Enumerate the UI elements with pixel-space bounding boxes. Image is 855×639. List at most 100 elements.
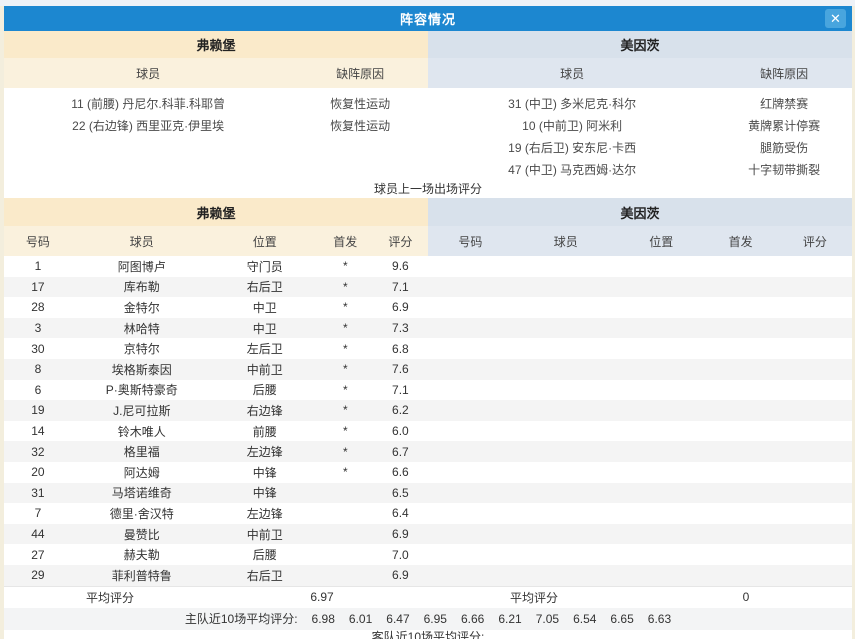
player-position: 后腰 <box>252 383 277 398</box>
away-player-cells <box>428 524 852 545</box>
page-background-strip <box>0 0 855 6</box>
player-name: 埃格斯泰因 <box>111 362 172 377</box>
player-number: 17 <box>31 279 45 294</box>
player-number: 29 <box>31 568 45 583</box>
last10-score-value: 6.65 <box>610 611 634 626</box>
player-starting-mark: * <box>342 300 348 315</box>
column-header-player: 球员 <box>560 66 585 81</box>
home-average-value: 6.97 <box>310 590 334 604</box>
home-player-cells: 6 P·奥斯特豪奇 后腰 * 7.1 <box>4 380 428 401</box>
away-team-name: 美因茨 <box>428 31 852 58</box>
close-icon[interactable]: ✕ <box>825 9 846 28</box>
away-player-cells <box>428 277 852 298</box>
table-row: 6 P·奥斯特豪奇 后腰 * 7.1 <box>4 379 852 401</box>
player-starting-mark: * <box>342 279 348 294</box>
player-score: 6.8 <box>392 341 409 356</box>
player-position: 左边锋 <box>246 445 283 460</box>
ratings-table-body: 1 阿图博卢 守门员 * 9.6 17 库布勒 右后卫 * 7.1 28 金特尔 中卫 * 6.9 3 林哈特中… <box>4 256 852 586</box>
player-score: 7.1 <box>392 382 409 397</box>
player-starting-mark: * <box>342 403 348 418</box>
player-score: 6.2 <box>392 403 409 418</box>
player-name: 阿图博卢 <box>117 259 166 274</box>
player-score: 9.6 <box>392 259 409 274</box>
player-number: 19 <box>31 403 45 418</box>
last10-score-value: 7.05 <box>535 611 560 626</box>
column-header-player: 球员 <box>136 66 161 81</box>
away-player-cells <box>428 297 852 318</box>
absence-row: 22 (右边锋) 西里亚克·伊里埃 恢复性运动 <box>4 114 428 136</box>
absence-reason: 黄牌累计停赛 <box>748 118 821 133</box>
away-player-cells <box>428 359 852 380</box>
absence-reason: 恢复性运动 <box>330 118 391 133</box>
player-position: 中卫 <box>252 321 277 336</box>
away-player-cells <box>428 256 852 277</box>
column-header-position: 位置 <box>252 234 277 249</box>
away-last10-label: 客队近10场平均评分: <box>371 629 485 639</box>
player-number: 28 <box>31 300 45 315</box>
player-starting-mark: * <box>342 341 348 356</box>
player-position: 中前卫 <box>246 362 283 377</box>
player-number: 14 <box>31 424 45 439</box>
player-position: 中锋 <box>252 486 277 501</box>
ratings-home-columns: 号码 球员 位置 首发 评分 <box>4 226 428 256</box>
player-score: 6.9 <box>392 568 409 583</box>
absence-column-header-row: 球员 缺阵原因 球员 缺阵原因 <box>4 58 852 88</box>
player-number: 1 <box>34 259 42 274</box>
away-last10-average-row-partial: 客队近10场平均评分: <box>4 629 852 639</box>
player-starting-mark: * <box>342 424 348 439</box>
last10-score-value: 6.95 <box>423 611 447 626</box>
player-name: 林哈特 <box>123 321 160 336</box>
last10-score-value: 6.54 <box>573 611 597 626</box>
last10-score-value: 6.47 <box>386 611 410 626</box>
absence-reason: 红牌禁赛 <box>760 96 809 111</box>
player-position: 中前卫 <box>246 527 283 542</box>
absence-row: 11 (前腰) 丹尼尔.科菲.科耶曾 恢复性运动 <box>4 92 428 114</box>
absence-row: 47 (中卫) 马克西姆·达尔 十字韧带撕裂 <box>428 158 852 180</box>
absence-player: 47 (中卫) 马克西姆·达尔 <box>508 162 637 177</box>
absence-player: 22 (右边锋) 西里亚克·伊里埃 <box>72 118 225 133</box>
table-row: 7 德里·舍汉特 左边锋 6.4 <box>4 503 852 524</box>
player-score: 6.9 <box>392 300 409 315</box>
player-starting-mark: * <box>342 321 348 336</box>
home-player-cells: 20 阿达姆 中锋 * 6.6 <box>4 462 428 483</box>
absence-reason: 腿筋受伤 <box>760 140 809 155</box>
home-last10-label: 主队近10场平均评分: <box>184 612 298 626</box>
player-name: 曼赞比 <box>123 527 160 542</box>
absence-away-columns: 球员 缺阵原因 <box>428 58 852 88</box>
player-starting-mark: * <box>342 465 348 480</box>
table-row: 44 曼赞比 中前卫 6.9 <box>4 523 852 545</box>
dialog-title: 阵容情况 <box>399 12 456 27</box>
column-header-number: 号码 <box>458 234 483 249</box>
table-row: 20 阿达姆 中锋 * 6.6 <box>4 461 852 483</box>
player-name: J.尼可拉斯 <box>113 403 171 418</box>
player-name: 阿达姆 <box>123 465 160 480</box>
player-name: 菲利普特鲁 <box>111 568 172 583</box>
player-number: 7 <box>34 506 42 521</box>
player-name: 马塔诺维奇 <box>111 486 172 501</box>
home-player-cells: 29 菲利普特鲁 右后卫 6.9 <box>4 565 428 586</box>
player-starting-mark: * <box>342 259 348 274</box>
player-position: 中锋 <box>252 465 277 480</box>
player-score: 6.5 <box>392 485 409 500</box>
dialog-titlebar: 阵容情况 ✕ <box>4 6 852 31</box>
table-row: 32 格里福 左边锋 * 6.7 <box>4 441 852 462</box>
player-score: 6.6 <box>392 465 409 480</box>
player-number: 44 <box>31 527 45 542</box>
table-row: 1 阿图博卢 守门员 * 9.6 <box>4 256 852 277</box>
last10-score-value: 6.66 <box>460 611 485 626</box>
player-number: 20 <box>31 465 45 480</box>
home-team-name: 弗赖堡 <box>4 198 428 226</box>
player-position: 右边锋 <box>246 403 283 418</box>
last10-score-value: 6.21 <box>498 611 522 626</box>
home-player-cells: 27 赫夫勒 后腰 7.0 <box>4 544 428 565</box>
player-score: 7.1 <box>392 279 409 294</box>
absence-player: 19 (右后卫) 安东尼·卡西 <box>508 140 637 155</box>
home-player-cells: 19 J.尼可拉斯 右边锋 * 6.2 <box>4 400 428 421</box>
player-score: 6.0 <box>392 424 409 439</box>
column-header-starting: 首发 <box>333 234 358 249</box>
player-position: 左后卫 <box>246 342 283 357</box>
absence-team-header-row: 弗赖堡 美因茨 <box>4 31 852 58</box>
home-player-cells: 44 曼赞比 中前卫 6.9 <box>4 524 428 545</box>
player-position: 中卫 <box>252 300 277 315</box>
